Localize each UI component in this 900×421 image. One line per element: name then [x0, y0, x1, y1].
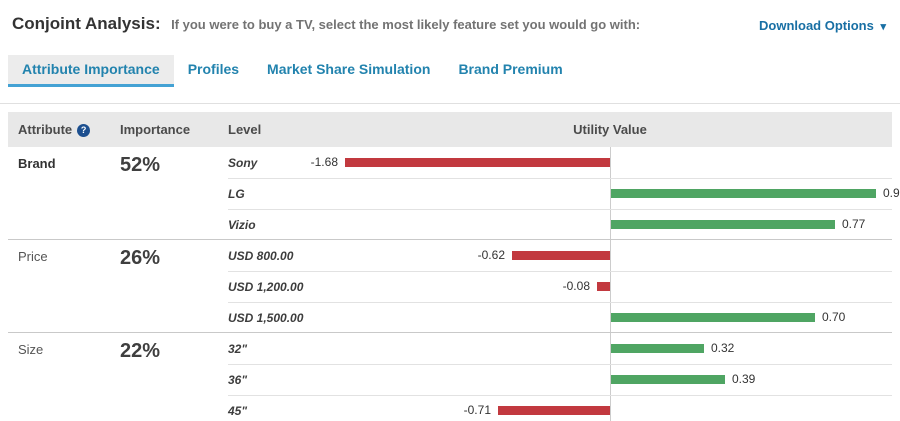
page-subtitle: If you were to buy a TV, select the most…: [171, 17, 641, 32]
attribute-importance-table: Attribute? Importance Level Utility Valu…: [8, 112, 900, 421]
utility-value-label: 0.91: [883, 186, 900, 200]
row-separator: [228, 395, 892, 396]
positive-utility-bar: [611, 344, 704, 353]
level-row: USD 1,500.00 0.70: [8, 302, 892, 333]
positive-utility-bar: [611, 375, 725, 384]
column-header-attribute: Attribute?: [18, 112, 91, 147]
level-row: USD 1,200.00 -0.08: [8, 271, 892, 302]
positive-utility-bar: [611, 220, 835, 229]
utility-value-label: 0.39: [732, 372, 756, 386]
importance-value: 52%: [120, 154, 161, 176]
attribute-name: Price: [18, 249, 48, 264]
level-label: Vizio: [228, 218, 256, 232]
level-label: 36": [228, 373, 248, 387]
caret-down-icon: ▾: [880, 21, 886, 33]
column-header-utility-value: Utility Value: [573, 122, 647, 137]
row-separator: [228, 302, 892, 303]
divider: [0, 103, 900, 104]
tab-bar: Attribute Importance Profiles Market Share…: [8, 55, 577, 87]
zero-axis-line: [610, 147, 611, 421]
utility-value-label: 0.32: [711, 341, 735, 355]
importance-value: 26%: [120, 247, 161, 269]
column-header-attribute-label: Attribute: [18, 122, 73, 137]
level-row: Vizio 0.77: [8, 209, 892, 240]
row-separator: [228, 271, 892, 272]
level-label: 32": [228, 342, 248, 356]
help-icon[interactable]: ?: [77, 124, 91, 137]
utility-value-label: -0.62: [477, 248, 505, 262]
importance-value: 22%: [120, 340, 161, 362]
level-label: USD 800.00: [228, 249, 294, 263]
table-header-row: Attribute? Importance Level Utility Valu…: [8, 112, 892, 147]
level-label: Sony: [228, 156, 258, 170]
tab-attribute-importance[interactable]: Attribute Importance: [8, 55, 174, 87]
utility-value-label: -0.71: [463, 403, 491, 417]
utility-value-label: 0.77: [842, 217, 866, 231]
level-row: 32" 0.32: [8, 333, 892, 364]
level-row: USD 800.00 -0.62: [8, 240, 892, 271]
column-header-importance: Importance: [120, 122, 191, 137]
row-separator: [228, 364, 892, 365]
download-options-button[interactable]: Download Options ▾: [759, 18, 886, 33]
level-label: USD 1,200.00: [228, 280, 304, 294]
attribute-name: Brand: [18, 156, 56, 171]
level-label: LG: [228, 187, 245, 201]
negative-utility-bar: [597, 282, 610, 291]
table-body: Brand 52% Sony -1.68 LG 0.91 Vizio 0.77 Price 26%…: [8, 147, 900, 421]
positive-utility-bar: [611, 313, 815, 322]
page-header: Conjoint Analysis: If you were to buy a …: [12, 14, 888, 34]
utility-value-label: 0.70: [822, 310, 846, 324]
level-row: 45" -0.71: [8, 395, 892, 421]
tab-profiles[interactable]: Profiles: [187, 61, 240, 77]
negative-utility-bar: [512, 251, 610, 260]
download-options-label: Download Options: [759, 18, 874, 33]
attribute-group-size: Size 22% 32" 0.32 36" 0.39 45" -0.71: [8, 333, 892, 421]
utility-value-label: -1.68: [310, 155, 338, 169]
attribute-name: Size: [18, 342, 44, 357]
level-row: 36" 0.39: [8, 364, 892, 395]
level-row: LG 0.91: [8, 178, 900, 209]
negative-utility-bar: [498, 406, 610, 415]
attribute-group-price: Price 26% USD 800.00 -0.62 USD 1,200.00 -0.08…: [8, 240, 892, 333]
column-header-level: Level: [228, 122, 262, 137]
utility-value-label: -0.08: [562, 279, 590, 293]
row-separator: [228, 178, 892, 179]
row-separator: [228, 209, 892, 210]
level-label: USD 1,500.00: [228, 311, 304, 325]
level-row: Sony -1.68: [8, 147, 892, 178]
positive-utility-bar: [611, 189, 876, 198]
negative-utility-bar: [345, 158, 610, 167]
tab-brand-premium[interactable]: Brand Premium: [458, 61, 563, 77]
page-title: Conjoint Analysis:: [12, 14, 161, 33]
tab-market-share-simulation[interactable]: Market Share Simulation: [267, 61, 431, 77]
attribute-group-brand: Brand 52% Sony -1.68 LG 0.91 Vizio 0.77: [8, 147, 900, 240]
level-label: 45": [228, 404, 248, 418]
